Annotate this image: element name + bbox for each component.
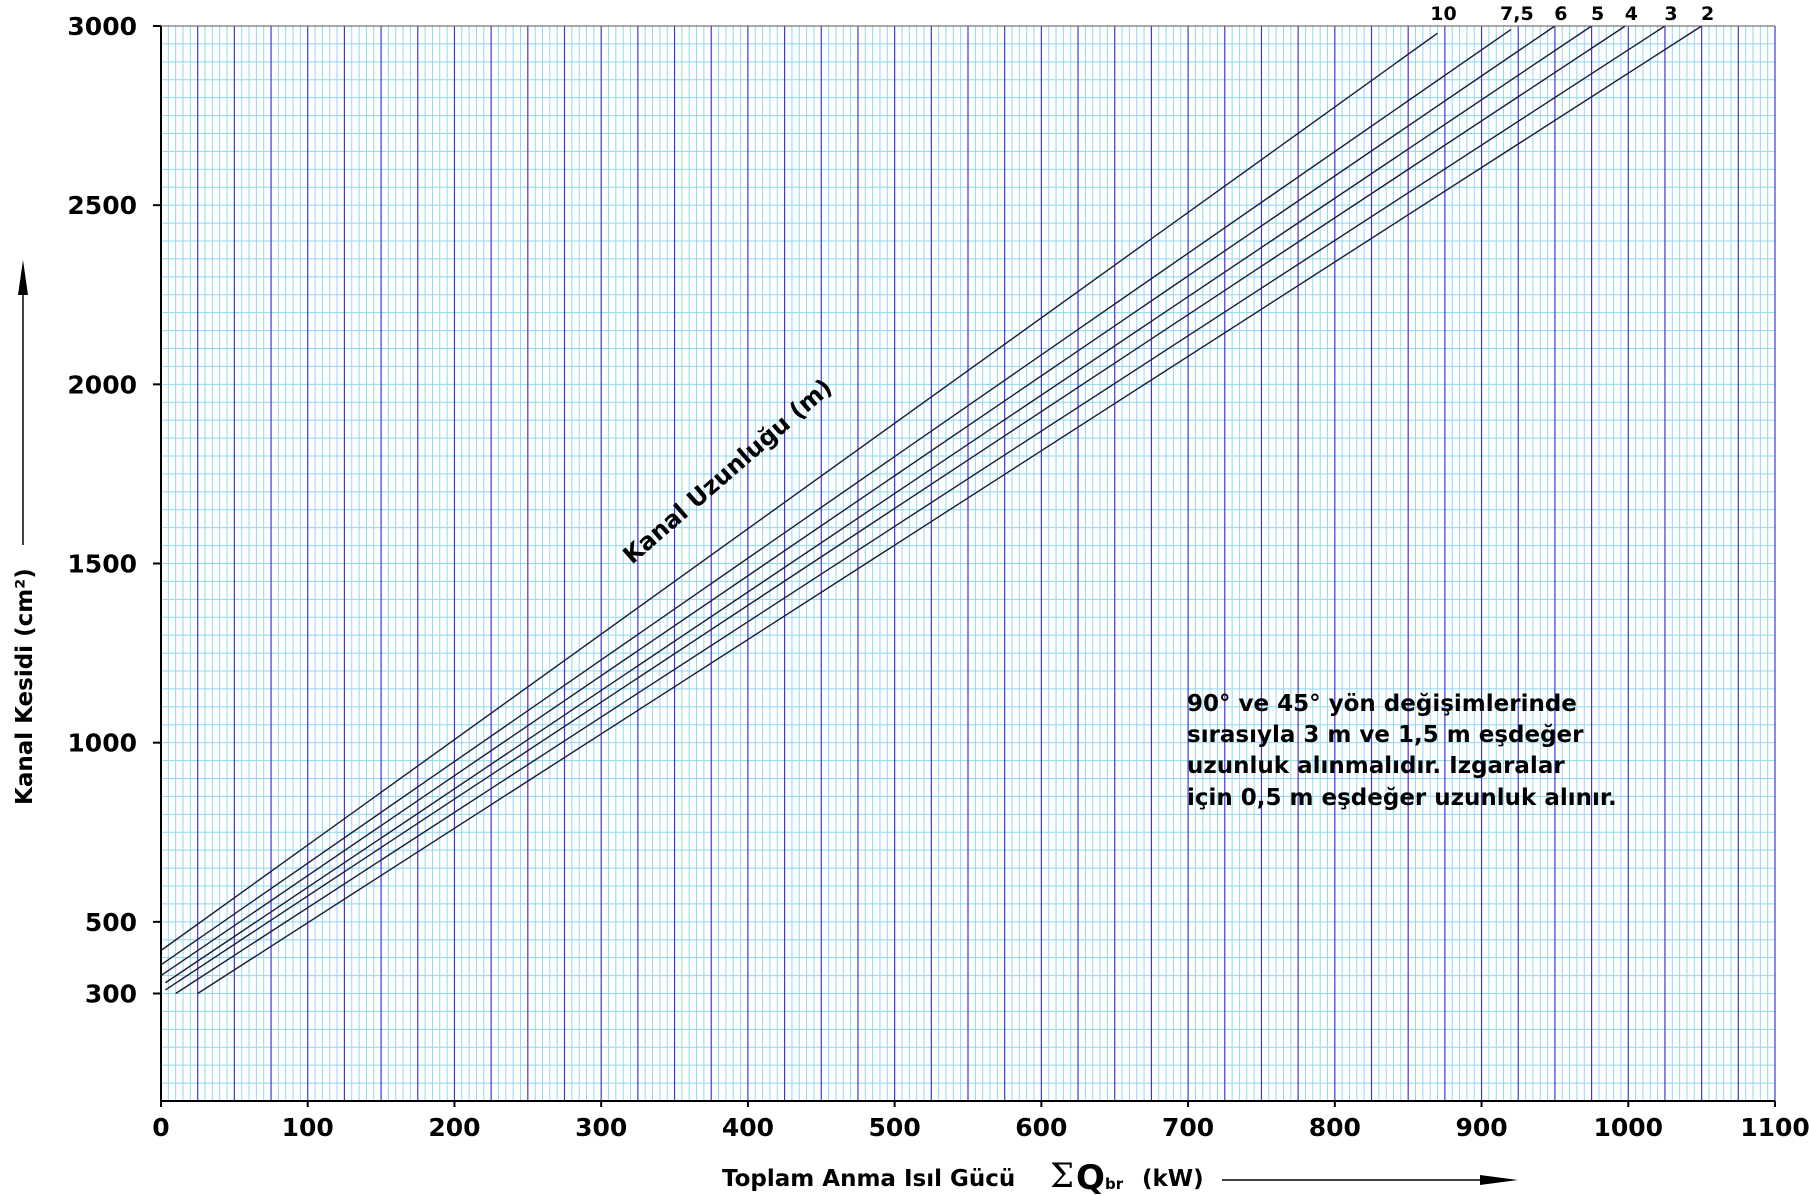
- annotation-line-2: sırasıyla 3 m ve 1,5 m eşdeğer: [1187, 722, 1584, 748]
- series-label-7,5: 7,5: [1500, 3, 1534, 25]
- series-label-10: 10: [1430, 3, 1456, 25]
- x-tick-label: 300: [575, 1113, 627, 1142]
- series-line-6: [160, 25, 1556, 977]
- series-labels: 10 7,5 6 5 4 3 2: [1430, 3, 1714, 25]
- x-tick-label: 100: [282, 1113, 334, 1142]
- x-tick-label: 700: [1162, 1113, 1214, 1142]
- y-axis-arrow-head: [18, 260, 28, 295]
- x-tick-label: 1100: [1740, 1113, 1810, 1142]
- x-tick-label: 900: [1455, 1113, 1507, 1142]
- series-lines: [160, 25, 1703, 995]
- x-tick-label: 1000: [1593, 1113, 1663, 1142]
- series-line-4: [165, 25, 1626, 991]
- q-symbol: Q: [1076, 1158, 1105, 1195]
- q-subscript: br: [1105, 1175, 1124, 1193]
- y-tick-label: 2000: [67, 370, 137, 399]
- y-axis-title-group: Kanal Kesidi (cm²): [12, 260, 38, 805]
- y-tick-label: 2500: [67, 191, 137, 220]
- x-axis-unit: (kW): [1142, 1166, 1204, 1192]
- series-label-5: 5: [1591, 3, 1604, 25]
- x-tick-label: 600: [1015, 1113, 1067, 1142]
- y-tick-label: 1000: [67, 729, 137, 758]
- major-grid: [160, 26, 1776, 1101]
- series-line-7,5: [160, 29, 1512, 966]
- annotation-line-1: 90° ve 45° yön değişimlerinde: [1187, 691, 1577, 717]
- x-tick-label: 800: [1309, 1113, 1361, 1142]
- series-line-5: [165, 25, 1592, 984]
- y-tick-labels: 300 500 1000 1500 2000 2500 3000: [67, 12, 161, 1009]
- x-tick-label: 500: [869, 1113, 921, 1142]
- x-tick-label: 200: [428, 1113, 480, 1142]
- x-axis-title: Toplam Anma Isıl Gücü: [722, 1166, 1015, 1192]
- annotation-line-4: için 0,5 m eşdeğer uzunluk alınır.: [1187, 785, 1617, 811]
- annotation-line-3: uzunluk alınmalıdır. Izgaralar: [1187, 753, 1565, 779]
- series-line-3: [175, 25, 1666, 995]
- y-tick-label: 1500: [67, 550, 137, 579]
- annotation-note: 90° ve 45° yön değişimlerinde sırasıyla …: [1187, 691, 1617, 811]
- series-label-3: 3: [1664, 3, 1677, 25]
- series-line-2: [197, 25, 1703, 995]
- sigma-symbol: Σ: [1050, 1156, 1074, 1195]
- series-line-10: [160, 32, 1438, 952]
- y-axis-title: Kanal Kesidi (cm²): [12, 568, 38, 805]
- x-tick-label: 0: [152, 1113, 169, 1142]
- x-tick-label: 400: [722, 1113, 774, 1142]
- y-tick-label: 300: [85, 980, 137, 1009]
- y-tick-label: 3000: [67, 12, 137, 41]
- series-label-2: 2: [1701, 3, 1714, 25]
- series-label-4: 4: [1625, 3, 1638, 25]
- x-axis-arrow-head: [1480, 1175, 1518, 1185]
- y-tick-label: 500: [85, 908, 137, 937]
- series-label-6: 6: [1554, 3, 1567, 25]
- x-tick-labels: 0 100 200 300 400 500 600 700 800 900 1000 1100: [152, 1101, 1810, 1142]
- x-axis-title-group: Toplam Anma Isıl Gücü Σ Q br (kW): [722, 1156, 1518, 1195]
